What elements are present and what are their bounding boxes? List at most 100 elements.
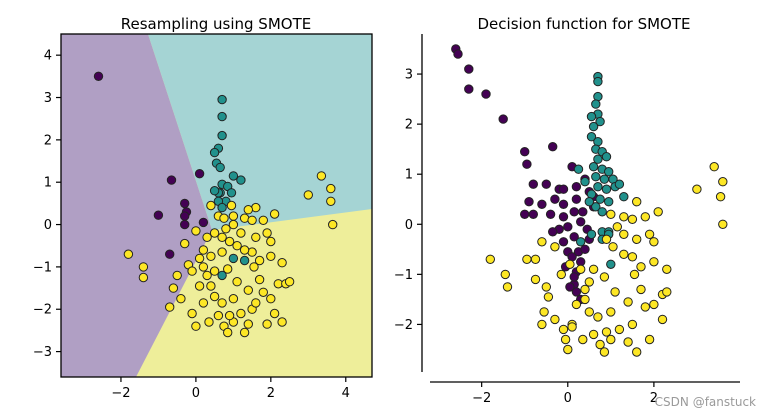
data-point-yellow <box>619 229 629 240</box>
data-point-yellow <box>223 264 233 274</box>
data-point-yellow <box>219 213 229 223</box>
data-point-yellow <box>123 249 134 259</box>
data-point-yellow <box>228 219 239 230</box>
data-point-purple <box>558 184 569 194</box>
data-point-yellow <box>239 245 250 255</box>
x-tick-label: 2 <box>267 386 275 401</box>
data-point-purple <box>569 207 579 217</box>
data-point-yellow <box>571 299 582 310</box>
data-point-yellow <box>194 253 205 264</box>
right-chart-title: Decision function for SMOTE <box>478 15 691 33</box>
data-point-yellow <box>191 321 201 331</box>
data-point-teal <box>217 130 227 141</box>
data-point-yellow <box>539 307 549 317</box>
data-point-yellow <box>251 232 261 243</box>
data-point-teal <box>606 259 616 269</box>
data-point-purple <box>576 217 586 227</box>
y-tick-label: 3 <box>44 91 52 106</box>
data-point-teal <box>588 121 599 132</box>
data-point-purple <box>166 175 177 185</box>
data-point-yellow <box>718 177 728 187</box>
data-point-teal <box>573 164 584 174</box>
data-point-yellow <box>606 307 616 317</box>
data-point-teal <box>217 111 227 122</box>
data-point-yellow <box>580 294 590 305</box>
data-point-yellow <box>649 237 659 247</box>
data-point-yellow <box>138 272 149 283</box>
data-point-yellow <box>627 319 638 330</box>
data-point-yellow <box>204 317 214 327</box>
data-point-yellow <box>588 264 599 274</box>
data-point-purple <box>464 84 474 94</box>
data-point-yellow <box>644 229 655 240</box>
data-point-yellow <box>653 207 663 217</box>
data-point-yellow <box>165 302 175 312</box>
data-point-yellow <box>277 317 287 327</box>
data-point-purple <box>522 159 532 169</box>
left-x-axis: −2 0 2 4 <box>111 377 350 401</box>
data-point-yellow <box>328 219 338 230</box>
data-point-teal <box>595 116 605 127</box>
data-point-yellow <box>657 314 668 325</box>
data-point-purple <box>194 169 205 179</box>
data-point-teal <box>591 99 601 109</box>
data-point-yellow <box>243 285 254 295</box>
data-point-purple <box>541 179 551 189</box>
data-point-yellow <box>649 299 659 310</box>
data-point-teal <box>209 147 220 158</box>
data-point-yellow <box>610 287 620 297</box>
data-point-yellow <box>530 274 541 285</box>
data-point-yellow <box>191 226 201 236</box>
data-point-yellow <box>176 294 186 304</box>
data-point-yellow <box>560 334 571 345</box>
data-point-yellow <box>198 298 209 308</box>
data-point-yellow <box>198 245 209 255</box>
data-point-purple <box>153 210 164 220</box>
data-point-purple <box>180 219 190 230</box>
y-tick-label: 4 <box>44 49 52 64</box>
data-point-yellow <box>632 197 642 207</box>
data-point-teal <box>593 182 603 192</box>
data-point-yellow <box>251 298 261 308</box>
left-chart-title: Resampling using SMOTE <box>121 15 311 33</box>
data-point-yellow <box>718 219 728 230</box>
data-point-yellow <box>599 347 610 357</box>
data-point-yellow <box>266 294 276 304</box>
data-point-purple <box>180 198 190 209</box>
data-point-yellow <box>563 344 573 355</box>
data-point-teal <box>599 174 610 184</box>
data-point-teal <box>226 188 237 198</box>
data-point-yellow <box>249 262 259 272</box>
data-point-yellow <box>277 258 287 268</box>
data-point-yellow <box>522 254 532 264</box>
data-point-yellow <box>232 241 242 251</box>
data-point-yellow <box>565 259 575 269</box>
data-point-yellow <box>530 254 541 264</box>
data-point-yellow <box>601 234 612 245</box>
data-point-yellow <box>232 277 242 287</box>
data-point-yellow <box>627 252 638 262</box>
data-point-yellow <box>550 314 560 325</box>
data-point-yellow <box>266 236 276 247</box>
data-point-yellow <box>209 228 220 238</box>
x-tick-label: 4 <box>342 386 350 401</box>
data-point-purple <box>524 197 534 207</box>
data-point-teal <box>217 270 227 281</box>
data-point-yellow <box>588 329 599 340</box>
y-tick-label: 2 <box>44 133 52 148</box>
data-point-purple <box>545 209 556 220</box>
data-point-yellow <box>662 287 672 297</box>
data-point-yellow <box>662 264 672 274</box>
data-point-purple <box>464 64 474 74</box>
data-point-purple <box>558 212 569 222</box>
y-tick-label: 2 <box>405 118 413 133</box>
data-point-purple <box>498 114 508 124</box>
data-point-teal <box>580 177 590 187</box>
data-point-purple <box>528 179 538 189</box>
data-point-yellow <box>640 302 650 312</box>
data-point-yellow <box>138 262 149 272</box>
data-point-yellow <box>254 274 265 285</box>
data-point-yellow <box>578 334 588 345</box>
left-plot-frame <box>60 33 373 378</box>
